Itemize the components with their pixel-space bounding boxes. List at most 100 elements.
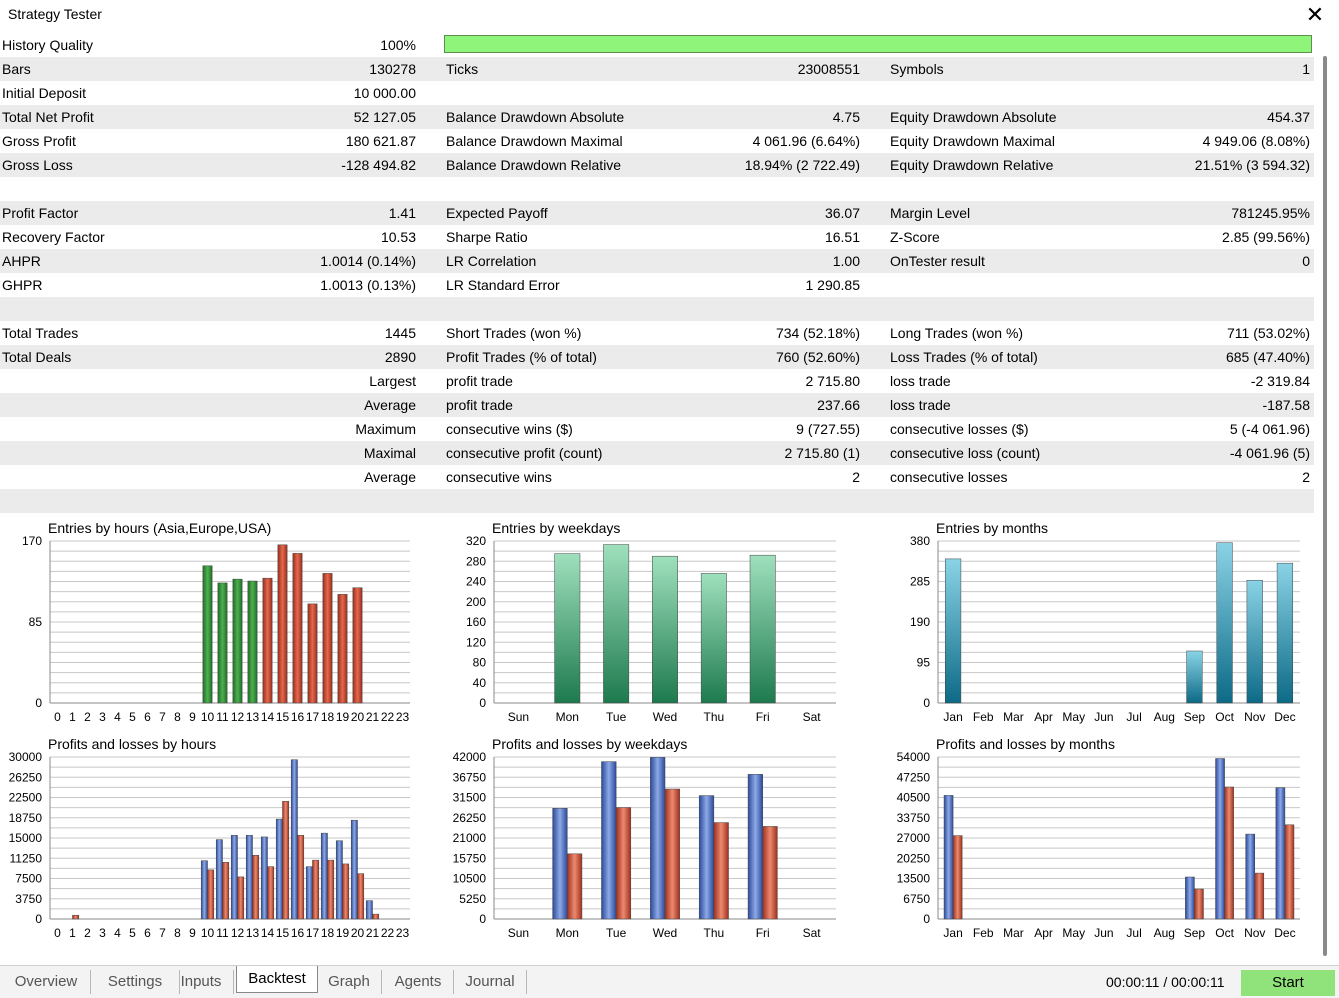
tab-settings[interactable]: Settings: [91, 970, 180, 994]
stat-value: 18.94% (2 722.49): [744, 157, 860, 173]
profit-bar: [601, 761, 617, 920]
x-tick-label: 5: [129, 710, 136, 724]
stats-row: Average consecutive wins 2 consecutive loss…: [0, 465, 1314, 489]
y-tick-label: 95: [917, 656, 931, 670]
elapsed-timer: 00:00:11 / 00:00:11: [1106, 974, 1225, 990]
stat-value: 5 (-4 061.96): [1229, 421, 1310, 437]
stats-row: Total Trades 1445 Short Trades (won %) 734 …: [0, 321, 1314, 345]
y-tick-label: 7500: [15, 872, 42, 886]
y-tick-label: 33750: [897, 811, 931, 825]
close-icon[interactable]: ✕: [1305, 2, 1325, 27]
x-tick-label: 2: [84, 710, 91, 724]
chart-title: Profits and losses by weekdays: [492, 736, 687, 752]
chart-svg: Profits and losses by months 54000 47250 40…: [897, 736, 1300, 940]
tab-overview[interactable]: Overview: [2, 970, 91, 994]
stat-value: 1.0014 (0.14%): [320, 253, 416, 269]
tab-agents[interactable]: Agents: [383, 970, 454, 994]
profit-bar: [290, 759, 298, 920]
x-tick-label: Apr: [1034, 710, 1053, 724]
x-tick-label: Dec: [1274, 926, 1295, 940]
x-tick-label: 10: [201, 710, 215, 724]
history-quality-bar: [444, 35, 1312, 53]
tab-journal[interactable]: Journal: [454, 970, 527, 994]
x-tick-label: Jun: [1094, 926, 1113, 940]
loss-bar: [664, 788, 680, 920]
x-tick-label: Oct: [1215, 710, 1234, 724]
stat-label: LR Standard Error: [446, 277, 560, 293]
stat-label: Recovery Factor: [2, 229, 105, 245]
stats-row: Gross Loss -128 494.82 Balance Drawdown Re…: [0, 153, 1314, 177]
x-tick-label: 6: [144, 710, 151, 724]
stat-label: AHPR: [2, 253, 41, 269]
chart: Entries by months 380 285 190 95 0 Jan Feb Mar Ap…: [888, 513, 1328, 729]
x-tick-label: 4: [114, 710, 121, 724]
stat-label: Margin Level: [890, 205, 971, 221]
x-tick-label: 3: [99, 710, 106, 724]
y-tick-label: 5250: [459, 892, 486, 906]
chart-title: Entries by weekdays: [492, 520, 620, 536]
stat-label: Largest: [369, 373, 416, 389]
loss-bar: [342, 863, 350, 920]
chart-svg: Entries by hours (Asia,Europe,USA)170850…: [22, 520, 410, 724]
start-button[interactable]: Start: [1241, 970, 1335, 996]
y-tick-label: 13500: [897, 872, 931, 886]
x-tick-label: 16: [291, 710, 305, 724]
y-tick-label: 240: [466, 575, 486, 589]
x-tick-label: 12: [231, 926, 245, 940]
loss-bar: [952, 835, 963, 920]
scrollbar[interactable]: [1323, 56, 1329, 956]
bar: [1216, 542, 1233, 704]
stats-row: Largest profit trade 2 715.80 loss trade -2 …: [0, 369, 1314, 393]
x-tick-label: 16: [291, 926, 305, 940]
stat-value: 2: [1302, 469, 1310, 485]
x-tick-label: Thu: [704, 710, 725, 724]
stat-label: loss trade: [890, 373, 951, 389]
backtest-statistics: History Quality 100% Bars 130278 Ticks 230085…: [0, 33, 1314, 513]
x-tick-label: Wed: [653, 926, 677, 940]
bar: [554, 553, 581, 704]
chart-title: Entries by hours (Asia,Europe,USA): [48, 520, 271, 536]
tab-backtest[interactable]: Backtest: [236, 966, 318, 993]
x-tick-label: 19: [336, 926, 350, 940]
stat-label: Profit Trades (% of total): [446, 349, 597, 365]
scrollbar-thumb[interactable]: [1323, 56, 1327, 956]
tab-graph[interactable]: Graph: [317, 970, 382, 994]
stat-label: Average: [364, 397, 416, 413]
stats-row: [0, 489, 1314, 513]
bar: [944, 558, 962, 704]
stats-row: Total Deals 2890 Profit Trades (% of total…: [0, 345, 1314, 369]
x-tick-label: 8: [174, 710, 181, 724]
y-tick-label: 18750: [9, 811, 43, 825]
profit-bar: [260, 836, 268, 920]
stat-label: Symbols: [890, 61, 944, 77]
stat-label: GHPR: [2, 277, 43, 293]
stat-label: Average: [364, 469, 416, 485]
stat-label: Maximal: [363, 445, 416, 461]
loss-bar: [282, 801, 290, 920]
bar: [262, 577, 273, 704]
stat-value: 16.51: [824, 229, 860, 245]
profit-bar: [200, 860, 208, 920]
y-tick-label: 42000: [453, 750, 487, 764]
profit-bar: [1215, 758, 1225, 920]
chart: Entries by weekdays 320 280 240 200 160 120 80 4…: [444, 513, 884, 729]
stat-value: 1 290.85: [805, 277, 861, 293]
x-tick-label: 15: [276, 926, 290, 940]
stat-value: 9 (727.55): [796, 421, 860, 437]
x-tick-label: Sep: [1184, 710, 1206, 724]
chart: Profits and losses by weekdays 42000 36750…: [444, 729, 884, 945]
chart-svg: Profits and losses by weekdays 42000 36750…: [453, 736, 836, 940]
bar: [202, 565, 213, 704]
bar: [277, 544, 288, 704]
x-tick-label: Dec: [1274, 710, 1295, 724]
stat-label: Equity Drawdown Relative: [890, 157, 1054, 173]
y-tick-label: 6750: [903, 892, 930, 906]
x-tick-label: Feb: [973, 710, 994, 724]
stat-value: -2 319.84: [1250, 373, 1310, 389]
y-tick-label: 120: [466, 635, 486, 649]
stats-row: [0, 297, 1314, 321]
x-tick-label: 13: [246, 710, 260, 724]
loss-bar: [327, 859, 335, 920]
x-tick-label: Aug: [1154, 710, 1175, 724]
tab-inputs[interactable]: Inputs: [169, 970, 234, 994]
